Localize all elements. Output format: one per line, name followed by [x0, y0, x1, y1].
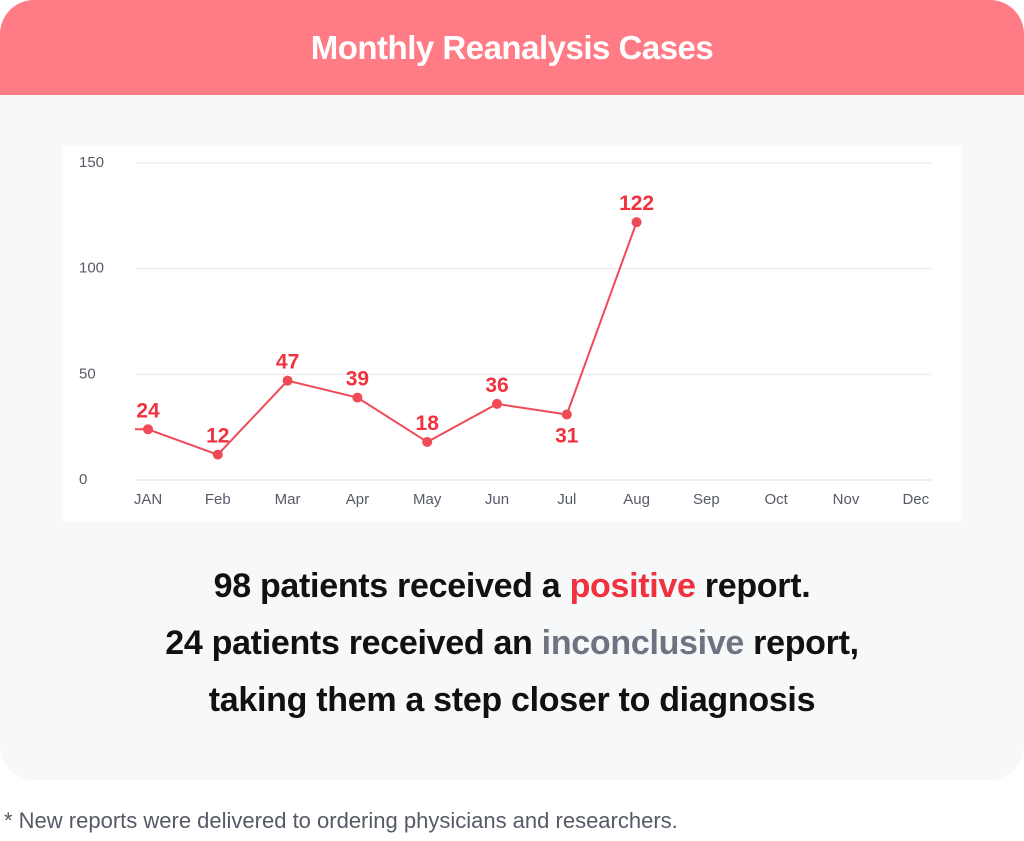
data-label: 12 — [206, 425, 229, 448]
data-point — [631, 217, 642, 228]
data-point — [212, 449, 223, 460]
summary-line-inconclusive: 24 patients received an inconclusive rep… — [0, 615, 1024, 672]
x-tick-label: Sep — [693, 491, 720, 508]
x-tick-label: Aug — [623, 491, 650, 508]
data-label: 36 — [485, 374, 508, 397]
x-tick-label: May — [413, 491, 442, 508]
series-line — [135, 221, 638, 456]
data-point — [352, 392, 363, 403]
y-tick-label: 0 — [79, 471, 87, 488]
x-tick-label: Dec — [902, 491, 929, 508]
summary-text: 98 patients received a — [213, 567, 570, 605]
data-label: 122 — [619, 192, 654, 215]
x-tick-label: Jun — [485, 491, 509, 508]
footnote: * New reports were delivered to ordering… — [4, 808, 678, 833]
card-header: Monthly Reanalysis Cases — [0, 0, 1024, 95]
chart-panel: 0 50 100 150 JAN Feb Mar Apr May Jun Jul Aug Sep Oct N… — [63, 146, 961, 522]
data-label: 18 — [416, 412, 440, 435]
x-tick-label: JAN — [134, 491, 162, 508]
summary-line-diagnosis: taking them a step closer to diagnosis — [208, 681, 816, 719]
data-label: 24 — [136, 399, 160, 422]
line-chart: 0 50 100 150 JAN Feb Mar Apr May Jun Jul Aug Sep Oct N… — [79, 154, 931, 508]
y-tick-label: 50 — [79, 365, 96, 382]
data-point — [282, 375, 293, 386]
summary-text: report. — [695, 567, 811, 605]
x-tick-label: Jul — [557, 491, 576, 508]
x-tick-label: Apr — [346, 491, 369, 508]
summary-text: 24 patients received an — [165, 624, 542, 662]
x-tick-label: Nov — [833, 491, 860, 508]
data-point — [561, 409, 572, 420]
x-tick-label: Oct — [765, 491, 789, 508]
inconclusive-highlight: inconclusive — [541, 624, 745, 662]
positive-highlight: positive — [569, 567, 696, 605]
report-card: Monthly Reanalysis Cases 0 50 100 150 JAN Feb… — [0, 0, 1024, 729]
y-tick-label: 150 — [79, 154, 104, 171]
y-tick-label: 100 — [79, 260, 104, 277]
data-point — [492, 398, 502, 409]
data-point — [422, 436, 433, 447]
data-label: 47 — [276, 351, 299, 374]
summary-line-positive: 98 patients received a positive report. — [0, 558, 1024, 615]
data-point — [143, 424, 153, 435]
x-tick-label: Mar — [275, 491, 301, 508]
summary-text: report, — [744, 624, 859, 662]
summary: 98 patients received a positive report. … — [0, 558, 1024, 729]
chart-title: Monthly Reanalysis Cases — [310, 28, 714, 66]
data-label: 39 — [346, 368, 369, 391]
x-tick-label: Feb — [205, 491, 231, 508]
data-label: 31 — [555, 424, 579, 447]
